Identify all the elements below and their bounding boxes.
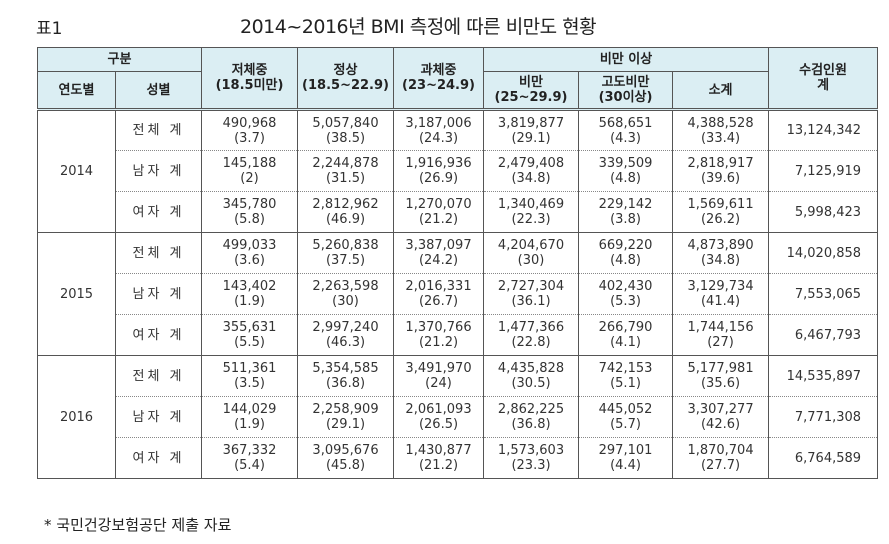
overweight-cell: 1,916,936 (26.9) — [393, 150, 485, 192]
normal-cell: 5,057,840 (38.5) — [297, 108, 395, 151]
table-row: 남자 계 145,188 (2) 2,244,878 (31.5) 1,916,93… — [38, 150, 879, 192]
overweight-cell: 1,370,766 (21.2) — [393, 314, 485, 356]
year-cell: 2015 — [37, 232, 116, 356]
obese-cell: 4,204,670 (30) — [483, 232, 580, 274]
subtotal-cell: 4,388,528 (33.4) — [672, 108, 770, 151]
normal-cell: 2,997,240 (46.3) — [297, 314, 395, 356]
obese-cell: 2,862,225 (36.8) — [483, 396, 580, 438]
header-subtotal: 소계 — [672, 71, 770, 110]
severe-cell: 339,509 (4.8) — [578, 150, 674, 192]
header-obese-above: 비만 이상 — [483, 47, 770, 72]
severe-cell: 402,430 (5.3) — [578, 273, 674, 315]
subtotal-cell: 4,873,890 (34.8) — [672, 232, 770, 274]
normal-cell: 2,258,909 (29.1) — [297, 396, 395, 438]
header-underweight: 저체중 (18.5미만) — [201, 47, 299, 110]
normal-cell: 2,244,878 (31.5) — [297, 150, 395, 192]
year-cell: 2016 — [37, 355, 116, 479]
subtotal-cell: 1,744,156 (27) — [672, 314, 770, 356]
overweight-cell: 1,270,070 (21.2) — [393, 191, 485, 233]
underweight-cell: 145,188 (2) — [201, 150, 299, 192]
overweight-cell: 3,491,970 (24) — [393, 355, 485, 397]
underweight-cell: 490,968 (3.7) — [201, 108, 299, 151]
obese-cell: 2,727,304 (36.1) — [483, 273, 580, 315]
underweight-cell: 144,029 (1.9) — [201, 396, 299, 438]
total-cell: 7,553,065 — [768, 273, 879, 315]
underweight-cell: 367,332 (5.4) — [201, 437, 299, 479]
table-row: 여자 계 367,332 (5.4) 3,095,676 (45.8) 1,430,… — [38, 437, 879, 479]
severe-cell: 445,052 (5.7) — [578, 396, 674, 438]
normal-cell: 2,812,962 (46.9) — [297, 191, 395, 233]
normal-cell: 5,260,838 (37.5) — [297, 232, 395, 274]
table-label: 표1 — [36, 19, 63, 39]
header-year: 연도별 — [37, 71, 116, 110]
header-overweight: 과체중 (23~24.9) — [393, 47, 485, 110]
overweight-cell: 3,187,006 (24.3) — [393, 108, 485, 151]
normal-cell: 2,263,598 (30) — [297, 273, 395, 315]
underweight-cell: 355,631 (5.5) — [201, 314, 299, 356]
severe-cell: 266,790 (4.1) — [578, 314, 674, 356]
sex-cell: 여자 계 — [114, 437, 203, 479]
severe-cell: 669,220 (4.8) — [578, 232, 674, 274]
overweight-cell: 2,061,093 (26.5) — [393, 396, 485, 438]
sex-cell: 전체 계 — [114, 108, 203, 151]
page-title: 2014~2016년 BMI 측정에 따른 비만도 현황 — [240, 16, 597, 38]
subtotal-cell: 2,818,917 (39.6) — [672, 150, 770, 192]
table-row: 남자 계 144,029 (1.9) 2,258,909 (29.1) 2,061,… — [38, 396, 879, 438]
sex-cell: 남자 계 — [114, 396, 203, 438]
year-cell: 2014 — [37, 108, 116, 233]
underweight-cell: 499,033 (3.6) — [201, 232, 299, 274]
subtotal-cell: 1,569,611 (26.2) — [672, 191, 770, 233]
subtotal-cell: 1,870,704 (27.7) — [672, 437, 770, 479]
total-cell: 14,020,858 — [768, 232, 879, 274]
total-cell: 7,125,919 — [768, 150, 879, 192]
obese-cell: 1,477,366 (22.8) — [483, 314, 580, 356]
subtotal-cell: 3,307,277 (42.6) — [672, 396, 770, 438]
header-sex: 성별 — [114, 71, 203, 110]
severe-cell: 568,651 (4.3) — [578, 108, 674, 151]
total-cell: 6,764,589 — [768, 437, 879, 479]
header-severe: 고도비만 (30이상) — [578, 71, 674, 110]
table-row: 여자 계 355,631 (5.5) 2,997,240 (46.3) 1,370,… — [38, 314, 879, 356]
normal-cell: 3,095,676 (45.8) — [297, 437, 395, 479]
table-row: 남자 계 143,402 (1.9) 2,263,598 (30) 2,016,33… — [38, 273, 879, 315]
normal-cell: 5,354,585 (36.8) — [297, 355, 395, 397]
underweight-cell: 143,402 (1.9) — [201, 273, 299, 315]
severe-cell: 742,153 (5.1) — [578, 355, 674, 397]
sex-cell: 남자 계 — [114, 273, 203, 315]
sex-cell: 남자 계 — [114, 150, 203, 192]
severe-cell: 297,101 (4.4) — [578, 437, 674, 479]
overweight-cell: 1,430,877 (21.2) — [393, 437, 485, 479]
overweight-cell: 3,387,097 (24.2) — [393, 232, 485, 274]
total-cell: 14,535,897 — [768, 355, 879, 397]
header-obese: 비만 (25~29.9) — [483, 71, 580, 110]
obese-cell: 3,819,877 (29.1) — [483, 108, 580, 151]
header-normal: 정상 (18.5~22.9) — [297, 47, 395, 110]
footnote: * 국민건강보험공단 제출 자료 — [44, 516, 232, 534]
table-row: 2015 전체 계 499,033 (3.6) 5,260,838 (37.5) 3… — [37, 232, 879, 356]
underweight-cell: 345,780 (5.8) — [201, 191, 299, 233]
obese-cell: 1,573,603 (23.3) — [483, 437, 580, 479]
obese-cell: 1,340,469 (22.3) — [483, 191, 580, 233]
table-row: 2014 전체 계 490,968 (3.7) 5,057,840 (38.5) 3… — [37, 108, 879, 233]
total-cell: 6,467,793 — [768, 314, 879, 356]
header-gubun: 구분 — [36, 47, 203, 72]
table-row: 2016 전체 계 511,361 (3.5) 5,354,585 (36.8) 3… — [37, 355, 879, 479]
overweight-cell: 2,016,331 (26.7) — [393, 273, 485, 315]
sex-cell: 여자 계 — [114, 191, 203, 233]
severe-cell: 229,142 (3.8) — [578, 191, 674, 233]
subtotal-cell: 5,177,981 (35.6) — [672, 355, 770, 397]
sex-cell: 전체 계 — [114, 355, 203, 397]
underweight-cell: 511,361 (3.5) — [201, 355, 299, 397]
table-row: 여자 계 345,780 (5.8) 2,812,962 (46.9) 1,270,… — [38, 191, 879, 233]
total-cell: 5,998,423 — [768, 191, 879, 233]
subtotal-cell: 3,129,734 (41.4) — [672, 273, 770, 315]
bmi-table: 구분 저체중 (18.5미만) 정상 (18.5~22.9) 과체중 (23~24.9… — [36, 47, 879, 479]
header-examinees: 수검인원 계 — [768, 47, 879, 110]
obese-cell: 4,435,828 (30.5) — [483, 355, 580, 397]
sex-cell: 전체 계 — [114, 232, 203, 274]
total-cell: 13,124,342 — [768, 108, 879, 151]
obese-cell: 2,479,408 (34.8) — [483, 150, 580, 192]
total-cell: 7,771,308 — [768, 396, 879, 438]
sex-cell: 여자 계 — [114, 314, 203, 356]
